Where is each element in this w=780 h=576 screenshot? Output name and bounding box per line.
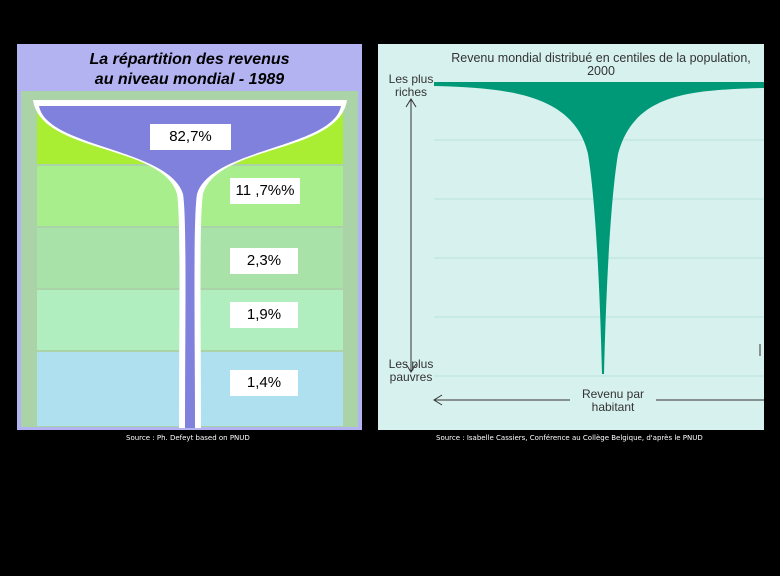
left-chart-title: La répartition des revenus au niveau mon… (89, 51, 290, 88)
income-funnel-chart (17, 44, 362, 430)
value-label-quintile-4: 1,9% (230, 302, 298, 328)
y-label-bottom: Les plus pauvres (388, 357, 434, 384)
x-axis-arrow-left (433, 394, 443, 406)
value-label-quintile-3: 2,3% (230, 248, 298, 274)
left-chart-panel: La répartition des revenus au niveau mon… (17, 44, 362, 430)
right-chart-title: Revenu mondial distribué en centiles de … (451, 51, 751, 78)
value-label-quintile-1: 82,7% (150, 124, 231, 150)
y-axis-arrow-up (405, 98, 417, 108)
value-label-quintile-5: 1,4% (230, 370, 298, 396)
income-distribution-chart (378, 44, 764, 430)
y-axis-arrow-down (405, 363, 417, 373)
funnel-shape (39, 106, 341, 428)
value-label-quintile-2: 11 ,7%% (230, 178, 300, 204)
left-source-note: Source : Ph. Defeyt based on PNUD (126, 434, 250, 442)
right-source-note: Source : Isabelle Cassiers, Conférence a… (436, 434, 703, 442)
income-area (434, 82, 764, 374)
x-axis-label: Revenu par habitant (581, 387, 645, 414)
y-label-top: Les plus riches (388, 72, 434, 99)
right-chart-panel: Revenu mondial distribué en centiles de … (378, 44, 764, 430)
